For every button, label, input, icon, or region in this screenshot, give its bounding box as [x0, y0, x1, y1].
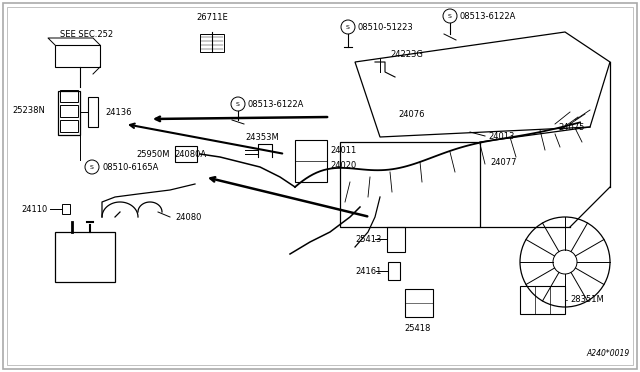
Text: 24011: 24011 [330, 145, 356, 154]
Text: 24075: 24075 [558, 122, 584, 131]
Bar [60, 120, 78, 132]
Bar [58, 91, 80, 135]
Text: 25413: 25413 [356, 234, 382, 244]
Text: SEE SEC.252: SEE SEC.252 [60, 29, 113, 38]
Text: 24223G: 24223G [390, 49, 423, 58]
Text: 24077: 24077 [490, 157, 516, 167]
Bar [295, 140, 327, 182]
Text: 08513-6122A: 08513-6122A [460, 12, 516, 20]
Bar [88, 97, 98, 127]
Text: 24136: 24136 [105, 108, 131, 116]
Text: 24353M: 24353M [245, 132, 279, 141]
Bar [388, 262, 400, 280]
Text: S: S [346, 25, 350, 29]
Bar [387, 227, 405, 252]
Text: 08510-51223: 08510-51223 [358, 22, 413, 32]
Text: 08510-6165A: 08510-6165A [102, 163, 158, 171]
Text: 28351M: 28351M [570, 295, 604, 305]
Bar [60, 90, 78, 102]
Bar [405, 289, 433, 317]
Text: 08513-6122A: 08513-6122A [248, 99, 305, 109]
Bar [520, 286, 565, 314]
Text: 26711E: 26711E [196, 13, 228, 22]
Text: 24013: 24013 [488, 131, 515, 141]
Text: S: S [236, 102, 240, 106]
Text: 24020: 24020 [330, 160, 356, 170]
Text: 24080A: 24080A [174, 150, 206, 158]
Text: 24076: 24076 [398, 109, 424, 119]
Text: A240*0019: A240*0019 [587, 350, 630, 359]
Text: 24080: 24080 [175, 212, 202, 221]
Bar [62, 204, 70, 214]
Bar [200, 34, 224, 52]
Bar [60, 105, 78, 117]
Text: 25418: 25418 [405, 324, 431, 333]
Text: 25950M: 25950M [136, 150, 170, 158]
Bar [55, 45, 100, 67]
Bar [55, 232, 115, 282]
Text: 25238N: 25238N [12, 106, 45, 115]
Text: S: S [448, 13, 452, 19]
Bar [175, 146, 197, 162]
Text: 24110: 24110 [22, 205, 48, 214]
Text: 24161: 24161 [356, 266, 382, 276]
Text: S: S [90, 164, 94, 170]
